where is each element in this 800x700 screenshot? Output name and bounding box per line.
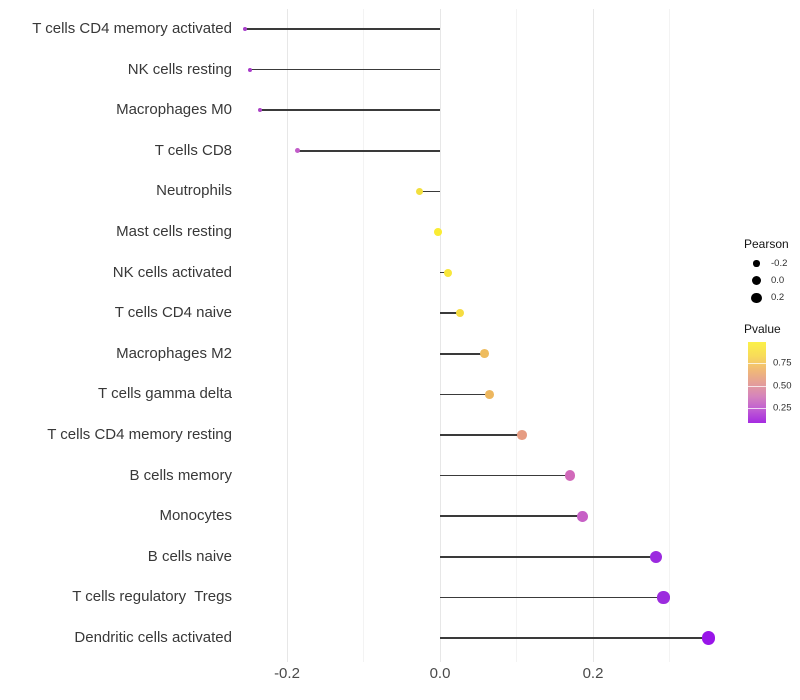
pearson-legend-dot: [751, 292, 762, 304]
lollipop-dot: [576, 510, 588, 522]
lollipop-stem: [440, 434, 522, 436]
pearson-legend-title: Pearson: [744, 237, 789, 251]
pearson-legend-entry: 0.0: [744, 272, 800, 289]
gridline-major: [439, 9, 441, 662]
lollipop-dot: [258, 108, 263, 113]
y-axis-label: Monocytes: [159, 507, 232, 525]
y-axis-label: B cells memory: [129, 466, 232, 484]
lollipop-stem: [440, 312, 460, 314]
lollipop-stem: [440, 515, 583, 517]
pearson-legend-entry: 0.2: [744, 289, 800, 306]
lollipop-dot: [455, 309, 465, 318]
lollipop-stem: [440, 474, 571, 477]
lollipop-dot: [242, 26, 247, 32]
y-axis-label: Dendritic cells activated: [74, 629, 232, 646]
lollipop-dot: [248, 67, 253, 72]
lollipop-dot: [433, 228, 442, 236]
lollipop-dot: [485, 389, 495, 399]
pvalue-colorbar-label: 0.50: [773, 380, 792, 392]
x-axis-tick-label: -0.2: [274, 665, 300, 682]
y-axis-label: NK cells resting: [127, 60, 232, 78]
pvalue-colorbar-tick: [748, 408, 766, 410]
pearson-legend-dot: [751, 276, 762, 286]
y-axis-label: T cells CD4 naive: [114, 304, 232, 322]
y-axis-label: T cells regulatory Tregs: [72, 588, 232, 606]
lollipop-stem: [250, 68, 440, 71]
pearson-legend-entries: -0.2 0.0 0.2: [744, 255, 800, 307]
pvalue-colorbar-label: 0.75: [773, 357, 792, 369]
lollipop-dot: [701, 631, 716, 645]
pvalue-colorbar-label: 0.25: [773, 402, 792, 414]
x-axis-tick-label: 0.2: [582, 665, 604, 682]
pearson-legend-label: 0.2: [771, 292, 785, 304]
gridline-minor: [516, 9, 517, 662]
lollipop-stem: [440, 596, 664, 599]
y-axis-label: B cells naive: [147, 547, 232, 565]
y-axis-label: Macrophages M0: [116, 101, 232, 119]
gridline-major: [592, 9, 594, 662]
pearson-legend-dot-cell: [744, 292, 769, 304]
lollipop-dot: [443, 268, 452, 277]
x-axis-tick-label: 0.0: [429, 665, 451, 682]
pearson-legend-label: 0.0: [771, 275, 785, 287]
gridline-minor: [363, 9, 364, 662]
lollipop-stem: [297, 150, 440, 152]
pearson-size-legend: Pearson -0.2 0.0 0.2: [744, 237, 800, 307]
y-axis-label: Mast cells resting: [116, 223, 232, 240]
lollipop-dot: [649, 550, 662, 563]
y-axis-label: Macrophages M2: [116, 344, 232, 362]
y-axis-label: Neutrophils: [156, 182, 232, 200]
y-axis-label: T cells CD4 memory resting: [47, 426, 232, 443]
pvalue-colorbar-tick: [748, 385, 766, 387]
lollipop-dot: [479, 349, 489, 359]
lollipop-dot: [657, 591, 670, 604]
pvalue-colorbar-wrap: 0.75 0.50 0.25: [744, 342, 800, 423]
lollipop-stem: [440, 393, 490, 396]
pearson-legend-label: -0.2: [771, 258, 788, 270]
gridline-minor: [669, 9, 670, 662]
lollipop-stem: [440, 353, 485, 355]
pearson-legend-dot: [753, 260, 760, 267]
pvalue-color-legend: Pvalue 0.75 0.50 0.25: [744, 322, 800, 423]
y-axis-label: T cells gamma delta: [98, 385, 232, 403]
pvalue-legend-title: Pvalue: [744, 322, 781, 336]
lollipop-dot: [517, 430, 527, 440]
gridline-major: [286, 9, 288, 662]
pearson-legend-dot-cell: [744, 260, 769, 267]
lollipop-dot: [415, 187, 424, 196]
lollipop-dot: [295, 148, 301, 154]
y-axis-label: NK cells activated: [112, 263, 232, 281]
pvalue-colorbar-tick: [748, 363, 766, 365]
pearson-legend-entry: -0.2: [744, 255, 800, 272]
pvalue-colorbar: [748, 342, 766, 423]
lollipop-stem: [244, 28, 440, 30]
lollipop-stem: [260, 109, 440, 111]
y-axis-label: T cells CD4 memory activated: [32, 20, 232, 37]
lollipop-stem: [419, 190, 440, 193]
lollipop-dot: [564, 470, 576, 481]
lollipop-stem: [440, 556, 656, 558]
pearson-legend-dot-cell: [744, 276, 769, 286]
lollipop-stem: [440, 637, 709, 639]
y-axis-label: T cells CD8: [154, 141, 232, 159]
